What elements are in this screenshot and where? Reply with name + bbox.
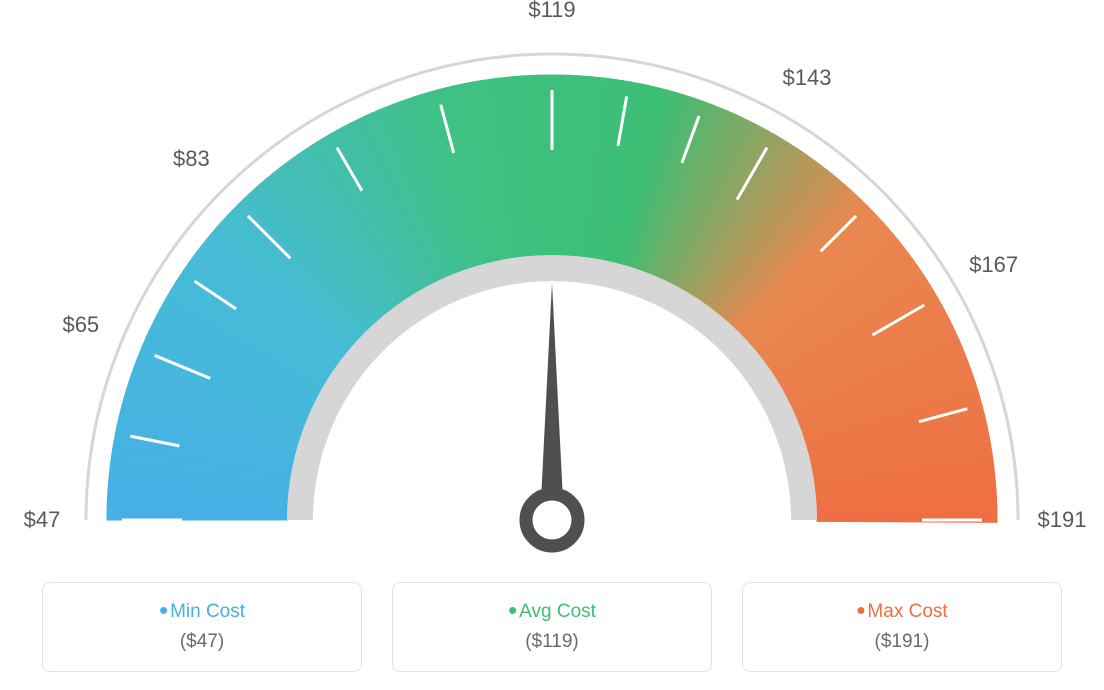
legend-title-text: Min Cost bbox=[170, 601, 245, 623]
legend-value: ($191) bbox=[875, 631, 930, 653]
legend-value: ($119) bbox=[525, 631, 579, 653]
legend-title-text: Avg Cost bbox=[519, 601, 596, 623]
legend-title: • Avg Cost bbox=[508, 601, 596, 623]
legend-card: • Min Cost ($47) bbox=[42, 582, 362, 672]
legend-dot-icon: • bbox=[856, 604, 865, 616]
gauge-tick-label: $119 bbox=[528, 0, 575, 23]
legend-title-text: Max Cost bbox=[867, 601, 947, 623]
legend-card: • Avg Cost ($119) bbox=[392, 582, 712, 672]
legend-row: • Min Cost ($47) • Avg Cost ($119) • Max Cos… bbox=[0, 582, 1104, 672]
legend-dot-icon: • bbox=[159, 604, 168, 616]
gauge-svg bbox=[0, 0, 1104, 560]
gauge-chart: $47 $65 $83 $119 $143 $167 $191 bbox=[0, 0, 1104, 560]
legend-value: ($47) bbox=[180, 631, 224, 653]
gauge-tick-label: $83 bbox=[173, 146, 210, 172]
legend-card: • Max Cost ($191) bbox=[742, 582, 1062, 672]
gauge-hub bbox=[526, 494, 578, 546]
gauge-tick-label: $65 bbox=[62, 312, 99, 338]
legend-title: • Max Cost bbox=[856, 601, 947, 623]
legend-title: • Min Cost bbox=[159, 601, 245, 623]
gauge-tick-label: $167 bbox=[969, 252, 1018, 278]
gauge-tick-label: $191 bbox=[1038, 507, 1087, 533]
gauge-tick-label: $47 bbox=[24, 507, 61, 533]
legend-dot-icon: • bbox=[508, 604, 517, 616]
gauge-needle bbox=[540, 283, 564, 520]
gauge-tick-label: $143 bbox=[783, 65, 832, 91]
